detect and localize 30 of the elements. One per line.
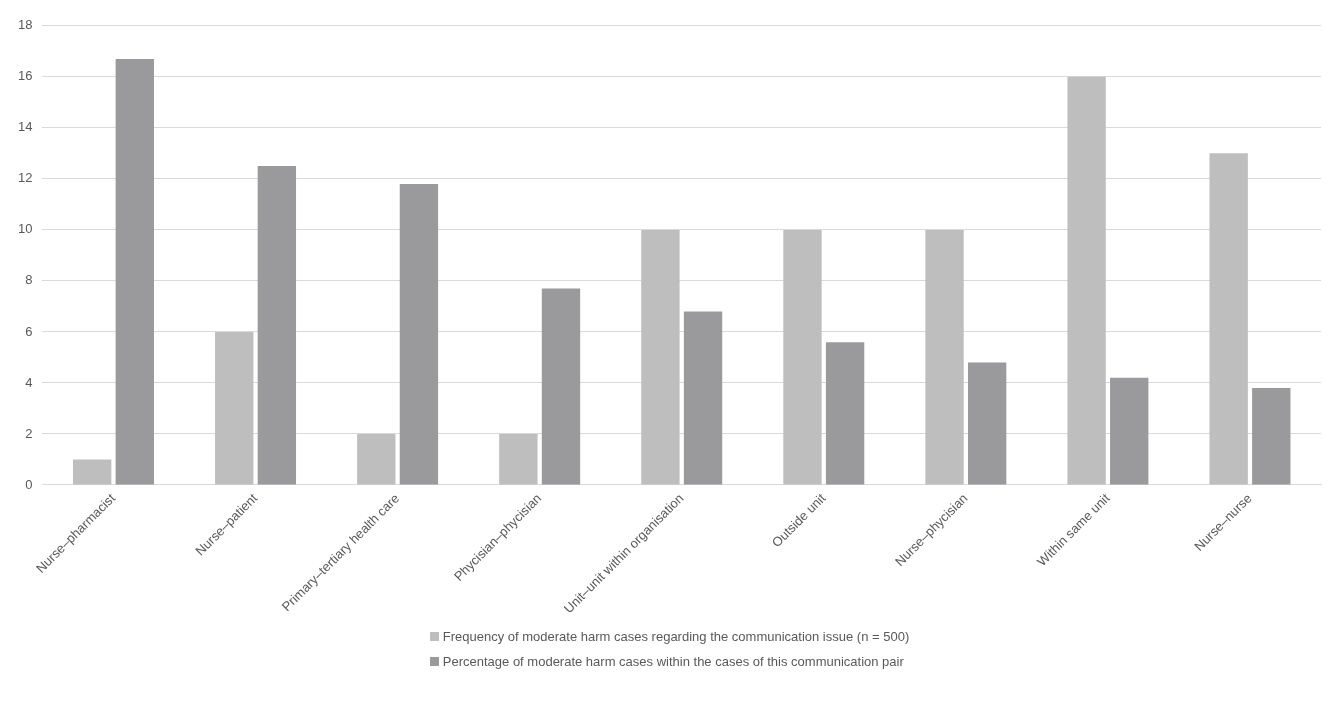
bar xyxy=(1067,76,1106,485)
bar xyxy=(399,183,439,485)
bar xyxy=(1252,388,1291,485)
bar xyxy=(215,331,254,485)
y-tick-label: 10 xyxy=(17,221,33,237)
legend-label: Frequency of moderate harm cases regarding the communication issue (n = 500) xyxy=(442,629,910,644)
bar xyxy=(257,166,297,485)
bar xyxy=(357,433,396,485)
bar xyxy=(1209,153,1248,485)
bar xyxy=(541,288,581,485)
bar xyxy=(825,342,865,485)
bar xyxy=(925,229,964,485)
bar xyxy=(683,311,723,485)
bar xyxy=(641,229,680,485)
y-tick-label: 12 xyxy=(17,170,33,186)
legend-label: Percentage of moderate harm cases within the cases of this communication pair xyxy=(442,654,904,669)
y-tick-label: 14 xyxy=(17,119,33,135)
y-tick-label: 8 xyxy=(25,272,33,288)
y-tick-label: 2 xyxy=(25,425,33,441)
bar xyxy=(499,433,538,485)
y-tick-label: 0 xyxy=(25,476,33,492)
bar xyxy=(115,58,154,485)
y-tick-label: 18 xyxy=(17,17,33,33)
y-tick-label: 4 xyxy=(25,374,33,390)
bar xyxy=(783,229,822,485)
bar xyxy=(1110,377,1149,485)
y-tick-label: 6 xyxy=(25,323,33,339)
bar xyxy=(967,362,1007,485)
bar xyxy=(73,459,112,485)
y-tick-label: 16 xyxy=(17,68,33,84)
